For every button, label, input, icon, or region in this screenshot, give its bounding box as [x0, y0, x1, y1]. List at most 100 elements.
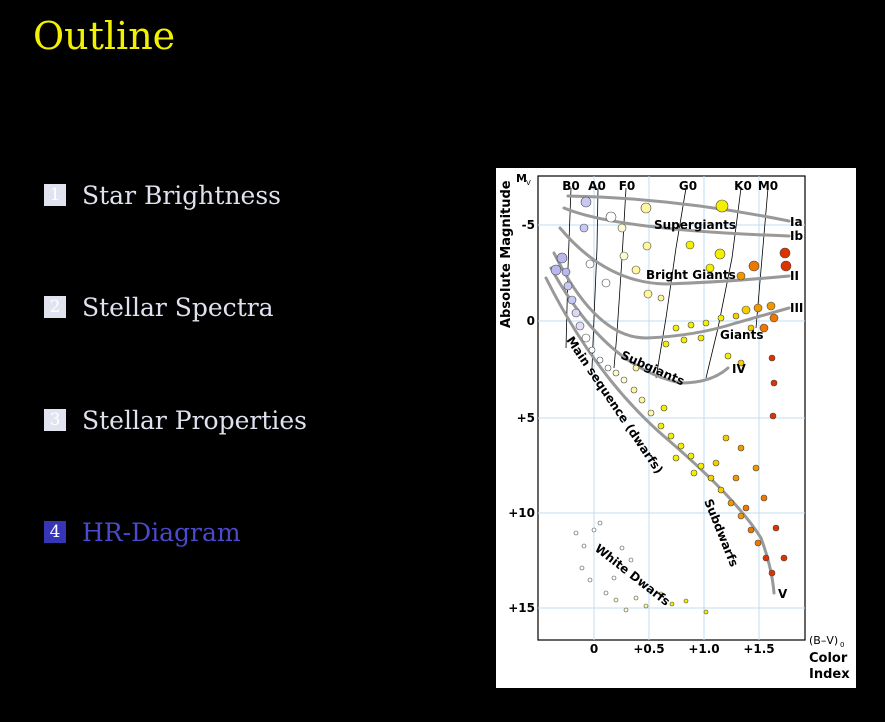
star: [753, 303, 763, 313]
star: [780, 260, 792, 272]
label-iii: III: [790, 301, 803, 315]
y-tick-label: +5: [517, 411, 535, 425]
star: [736, 271, 746, 281]
star: [588, 346, 596, 354]
star: [680, 336, 688, 344]
y-tick-label: +15: [508, 601, 535, 615]
star: [575, 321, 585, 331]
star: [766, 301, 776, 311]
star: [567, 295, 577, 305]
spectral-labels: B0 A0 F0 G0 K0 M0: [562, 179, 778, 193]
star: [605, 211, 617, 223]
plot-frame: [537, 175, 806, 641]
star: [597, 520, 603, 526]
star: [770, 379, 778, 387]
star: [760, 494, 768, 502]
star: [561, 267, 571, 277]
outline-item-stellar-properties[interactable]: 3 Stellar Properties: [44, 406, 307, 435]
star: [667, 432, 675, 440]
grid: [538, 176, 805, 640]
star: [759, 323, 769, 333]
star: [715, 199, 729, 213]
outline-label: HR-Diagram: [82, 517, 241, 547]
slide-title: Outline: [33, 14, 176, 58]
x-tick-label: 0: [590, 642, 598, 656]
star: [587, 577, 593, 583]
spectral-label: G0: [679, 179, 697, 193]
spectral-label: M0: [758, 179, 778, 193]
title-bar: Outline: [0, 0, 885, 82]
star: [772, 524, 780, 532]
star: [697, 462, 705, 470]
star: [612, 369, 620, 377]
star: [630, 386, 638, 394]
star: [697, 334, 705, 342]
star: [685, 240, 695, 250]
outline-number: 1: [44, 184, 66, 206]
star: [603, 590, 609, 596]
star: [747, 324, 755, 332]
star: [601, 278, 611, 288]
x-tick-label: +0.5: [633, 642, 664, 656]
star: [619, 251, 629, 261]
label-ia: Ia: [790, 215, 803, 229]
star: [662, 340, 670, 348]
star: [672, 324, 680, 332]
x-axis-symbol-sub: 0: [840, 641, 844, 649]
x-axis-title-line2: Index: [809, 667, 850, 682]
star: [703, 609, 709, 615]
star: [619, 545, 625, 551]
star: [640, 202, 652, 214]
star: [737, 359, 745, 367]
y-tick-label: -5: [522, 218, 535, 232]
star: [657, 294, 665, 302]
label-v: V: [778, 587, 788, 601]
star: [683, 598, 689, 604]
star: [742, 504, 750, 512]
star: [690, 469, 698, 477]
outline-label: Star Brightness: [82, 180, 281, 210]
label-iv: IV: [732, 362, 746, 376]
star: [717, 314, 725, 322]
outline-label: Stellar Spectra: [82, 292, 274, 322]
boundary-line: [705, 187, 742, 379]
label-ii: II: [790, 269, 799, 283]
star: [724, 352, 732, 360]
spectral-label: A0: [588, 179, 606, 193]
star: [727, 499, 735, 507]
star: [611, 575, 617, 581]
star: [642, 241, 652, 251]
star: [687, 452, 695, 460]
star: [591, 527, 597, 533]
curve-ii: [558, 226, 791, 286]
spectral-label: B0: [562, 179, 580, 193]
star: [780, 554, 788, 562]
spectral-label: K0: [734, 179, 752, 193]
x-tick-label: +1.0: [688, 642, 719, 656]
star: [779, 247, 791, 259]
label-giants: Giants: [720, 328, 763, 342]
star: [643, 289, 653, 299]
star: [660, 404, 668, 412]
star: [712, 459, 720, 467]
star: [722, 434, 730, 442]
star: [556, 252, 568, 264]
outline-item-hr-diagram[interactable]: 4 HR-Diagram: [44, 517, 241, 547]
boundary-line: [565, 187, 572, 349]
star: [707, 474, 715, 482]
star: [579, 223, 589, 233]
star: [769, 313, 779, 323]
star: [658, 591, 664, 597]
star: [714, 248, 726, 260]
outline-item-stellar-spectra[interactable]: 2 Stellar Spectra: [44, 292, 274, 322]
y-axis-symbol-sub: V: [526, 179, 531, 187]
curve-ia: [566, 194, 791, 223]
star: [669, 601, 675, 607]
outline-number: 3: [44, 409, 66, 431]
y-ticks: -5 0 +5 +10 +15: [508, 218, 535, 615]
label-bright-giants: Bright Giants: [646, 268, 736, 282]
star: [732, 312, 740, 320]
outline-item-star-brightness[interactable]: 1 Star Brightness: [44, 180, 281, 210]
star: [581, 333, 591, 343]
star: [705, 263, 715, 273]
